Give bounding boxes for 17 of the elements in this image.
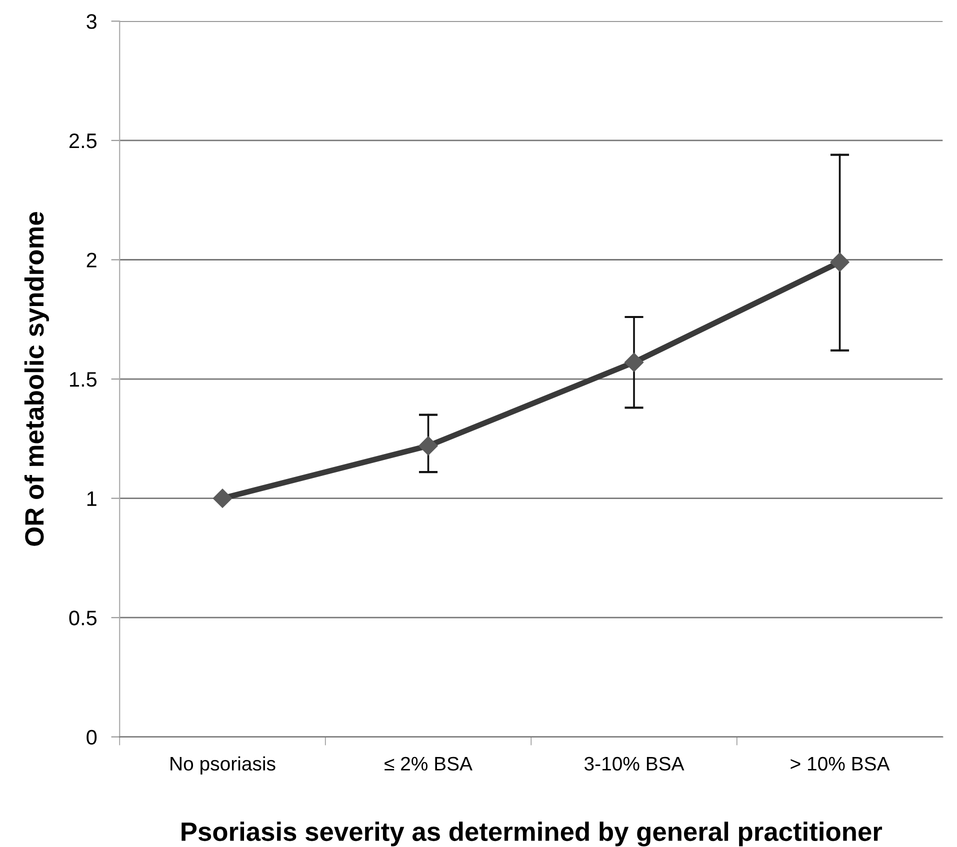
point bbox=[212, 488, 232, 508]
point bbox=[830, 252, 850, 272]
x-tick-label: > 10% BSA bbox=[790, 756, 890, 771]
y-tick-label: 2 bbox=[86, 252, 96, 268]
y-tick-label: 2.5 bbox=[69, 133, 97, 148]
y-tick-label: 3 bbox=[86, 14, 96, 29]
point bbox=[418, 436, 438, 456]
x-tick-label: No psoriasis bbox=[170, 756, 276, 774]
y-tick-label: 0.5 bbox=[69, 610, 97, 626]
y-tick-label: 1 bbox=[87, 492, 96, 506]
y-tick-label: 1.5 bbox=[70, 372, 97, 387]
point bbox=[624, 352, 644, 372]
y-tick-label: 0 bbox=[86, 730, 97, 745]
y-axis-title: OR of metabolic syndrome bbox=[24, 212, 49, 546]
x-tick-label: 3-10% BSA bbox=[584, 756, 684, 771]
x-axis-title: Psoriasis severity as determined by general practitioner bbox=[182, 822, 882, 846]
x-tick-label: ≤ 2% BSA bbox=[384, 756, 472, 771]
